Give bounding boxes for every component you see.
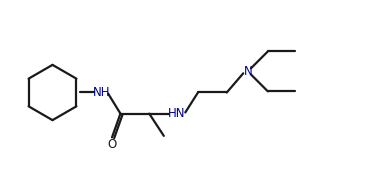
Text: HN: HN [168,107,186,120]
Text: O: O [107,138,117,151]
Text: N: N [243,65,252,78]
Text: NH: NH [93,86,110,99]
